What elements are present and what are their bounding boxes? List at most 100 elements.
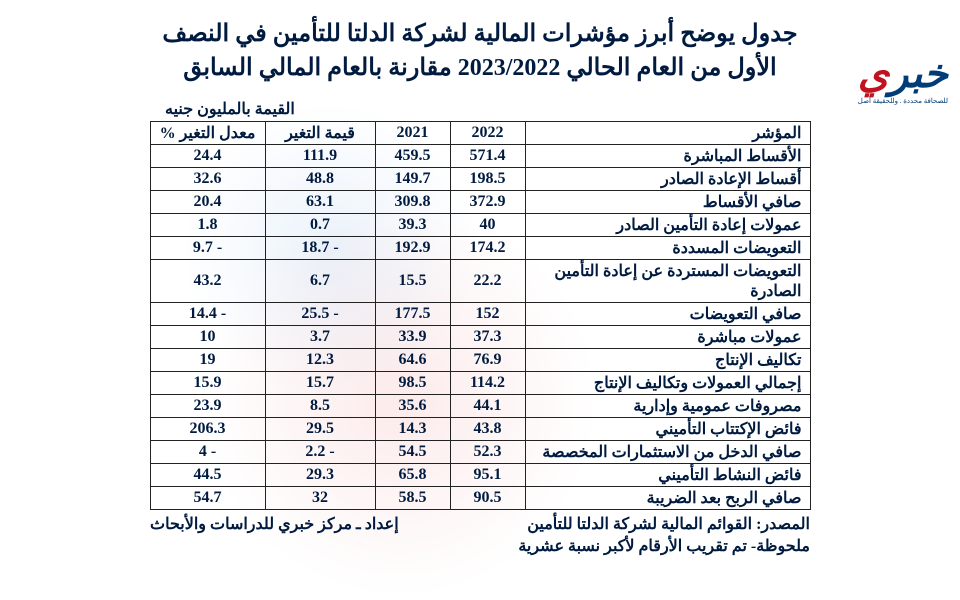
- cell-indicator: أقساط الإعادة الصادر: [525, 168, 810, 191]
- cell-2021: 58.5: [375, 487, 450, 510]
- cell-change: 8.5: [265, 395, 375, 418]
- cell-2021: 15.5: [375, 260, 450, 303]
- cell-2021: 54.5: [375, 441, 450, 464]
- table-row: صافي الربح بعد الضريبة90.558.53254.7: [150, 487, 810, 510]
- cell-indicator: صافي التعويضات: [525, 303, 810, 326]
- col-header-change: قيمة التغير: [265, 122, 375, 145]
- footer-note: ملحوظة- تم تقريب الأرقام لأكبر نسبة عشري…: [150, 536, 810, 556]
- cell-change: 25.5 -: [265, 303, 375, 326]
- footer-source: المصدر: القوائم المالية لشركة الدلتا للت…: [527, 514, 810, 534]
- cell-2022: 43.8: [450, 418, 525, 441]
- cell-pct: 1.8: [150, 214, 265, 237]
- logo-text-blue: خبر: [889, 51, 948, 96]
- cell-2022: 95.1: [450, 464, 525, 487]
- table-row: مصروفات عمومية وإدارية44.135.68.523.9: [150, 395, 810, 418]
- table-row: فائض الإكتتاب التأميني43.814.329.5206.3: [150, 418, 810, 441]
- cell-2021: 309.8: [375, 191, 450, 214]
- cell-2021: 459.5: [375, 145, 450, 168]
- cell-2022: 571.4: [450, 145, 525, 168]
- table-row: أقساط الإعادة الصادر198.5149.748.832.6: [150, 168, 810, 191]
- cell-pct: 20.4: [150, 191, 265, 214]
- cell-change: 3.7: [265, 326, 375, 349]
- cell-2022: 37.3: [450, 326, 525, 349]
- col-header-pct: معدل التغير %: [150, 122, 265, 145]
- cell-2021: 64.6: [375, 349, 450, 372]
- cell-2022: 52.3: [450, 441, 525, 464]
- cell-pct: 44.5: [150, 464, 265, 487]
- cell-indicator: تكاليف الإنتاج: [525, 349, 810, 372]
- cell-indicator: إجمالي العمولات وتكاليف الإنتاج: [525, 372, 810, 395]
- logo-subtitle: للصحافة محددة . وللحقيقة أصل: [858, 97, 948, 105]
- cell-change: 18.7 -: [265, 237, 375, 260]
- unit-label: القيمة بالمليون جنيه: [165, 99, 930, 119]
- cell-2022: 152: [450, 303, 525, 326]
- table-body: الأقساط المباشرة571.4459.5111.924.4أقساط…: [150, 145, 810, 510]
- cell-change: 0.7: [265, 214, 375, 237]
- cell-pct: 4 -: [150, 441, 265, 464]
- cell-2022: 44.1: [450, 395, 525, 418]
- financial-table: المؤشر 2022 2021 قيمة التغير معدل التغير…: [150, 121, 811, 510]
- table-row: الأقساط المباشرة571.4459.5111.924.4: [150, 145, 810, 168]
- cell-pct: 24.4: [150, 145, 265, 168]
- cell-pct: 10: [150, 326, 265, 349]
- cell-pct: 43.2: [150, 260, 265, 303]
- cell-indicator: الأقساط المباشرة: [525, 145, 810, 168]
- content-area: جدول يوضح أبرز مؤشرات المالية لشركة الدل…: [0, 0, 960, 556]
- table-row: إجمالي العمولات وتكاليف الإنتاج114.298.5…: [150, 372, 810, 395]
- table-row: عمولات مباشرة37.333.93.710: [150, 326, 810, 349]
- cell-2021: 192.9: [375, 237, 450, 260]
- cell-2021: 98.5: [375, 372, 450, 395]
- cell-change: 29.3: [265, 464, 375, 487]
- cell-change: 32: [265, 487, 375, 510]
- title-line-1: جدول يوضح أبرز مؤشرات المالية لشركة الدل…: [162, 21, 797, 47]
- table-row: تكاليف الإنتاج76.964.612.319: [150, 349, 810, 372]
- title-line-2: الأول من العام الحالي 2023/2022 مقارنة ب…: [183, 55, 776, 81]
- table-row: التعويضات المستردة عن إعادة التأمين الصا…: [150, 260, 810, 303]
- cell-2022: 76.9: [450, 349, 525, 372]
- cell-pct: 9.7 -: [150, 237, 265, 260]
- table-row: صافي التعويضات152177.525.5 -14.4 -: [150, 303, 810, 326]
- cell-indicator: مصروفات عمومية وإدارية: [525, 395, 810, 418]
- cell-indicator: صافي الربح بعد الضريبة: [525, 487, 810, 510]
- logo-text-red: ي: [858, 51, 889, 96]
- col-header-2022: 2022: [450, 122, 525, 145]
- cell-change: 111.9: [265, 145, 375, 168]
- cell-indicator: عمولات إعادة التأمين الصادر: [525, 214, 810, 237]
- cell-2022: 114.2: [450, 372, 525, 395]
- cell-2021: 149.7: [375, 168, 450, 191]
- cell-indicator: عمولات مباشرة: [525, 326, 810, 349]
- logo: خبري للصحافة محددة . وللحقيقة أصل: [858, 50, 948, 105]
- cell-2021: 39.3: [375, 214, 450, 237]
- cell-change: 48.8: [265, 168, 375, 191]
- footer-prepared: إعداد ـ مركز خبري للدراسات والأبحاث: [150, 514, 399, 534]
- cell-change: 15.7: [265, 372, 375, 395]
- cell-indicator: فائض الإكتتاب التأميني: [525, 418, 810, 441]
- cell-2021: 33.9: [375, 326, 450, 349]
- cell-2022: 174.2: [450, 237, 525, 260]
- cell-pct: 54.7: [150, 487, 265, 510]
- cell-2021: 14.3: [375, 418, 450, 441]
- cell-indicator: صافي الدخل من الاستثمارات المخصصة: [525, 441, 810, 464]
- cell-2022: 372.9: [450, 191, 525, 214]
- col-header-2021: 2021: [375, 122, 450, 145]
- cell-pct: 19: [150, 349, 265, 372]
- cell-indicator: التعويضات المسددة: [525, 237, 810, 260]
- cell-2022: 198.5: [450, 168, 525, 191]
- cell-indicator: صافي الأقساط: [525, 191, 810, 214]
- cell-pct: 15.9: [150, 372, 265, 395]
- cell-pct: 14.4 -: [150, 303, 265, 326]
- page-title: جدول يوضح أبرز مؤشرات المالية لشركة الدل…: [130, 18, 830, 85]
- cell-2021: 177.5: [375, 303, 450, 326]
- cell-2022: 40: [450, 214, 525, 237]
- cell-2021: 65.8: [375, 464, 450, 487]
- cell-pct: 23.9: [150, 395, 265, 418]
- table-row: عمولات إعادة التأمين الصادر4039.30.71.8: [150, 214, 810, 237]
- cell-2021: 35.6: [375, 395, 450, 418]
- table-row: صافي الأقساط372.9309.863.120.4: [150, 191, 810, 214]
- cell-change: 12.3: [265, 349, 375, 372]
- cell-pct: 206.3: [150, 418, 265, 441]
- col-header-indicator: المؤشر: [525, 122, 810, 145]
- cell-change: 29.5: [265, 418, 375, 441]
- cell-2022: 90.5: [450, 487, 525, 510]
- table-row: التعويضات المسددة174.2192.918.7 -9.7 -: [150, 237, 810, 260]
